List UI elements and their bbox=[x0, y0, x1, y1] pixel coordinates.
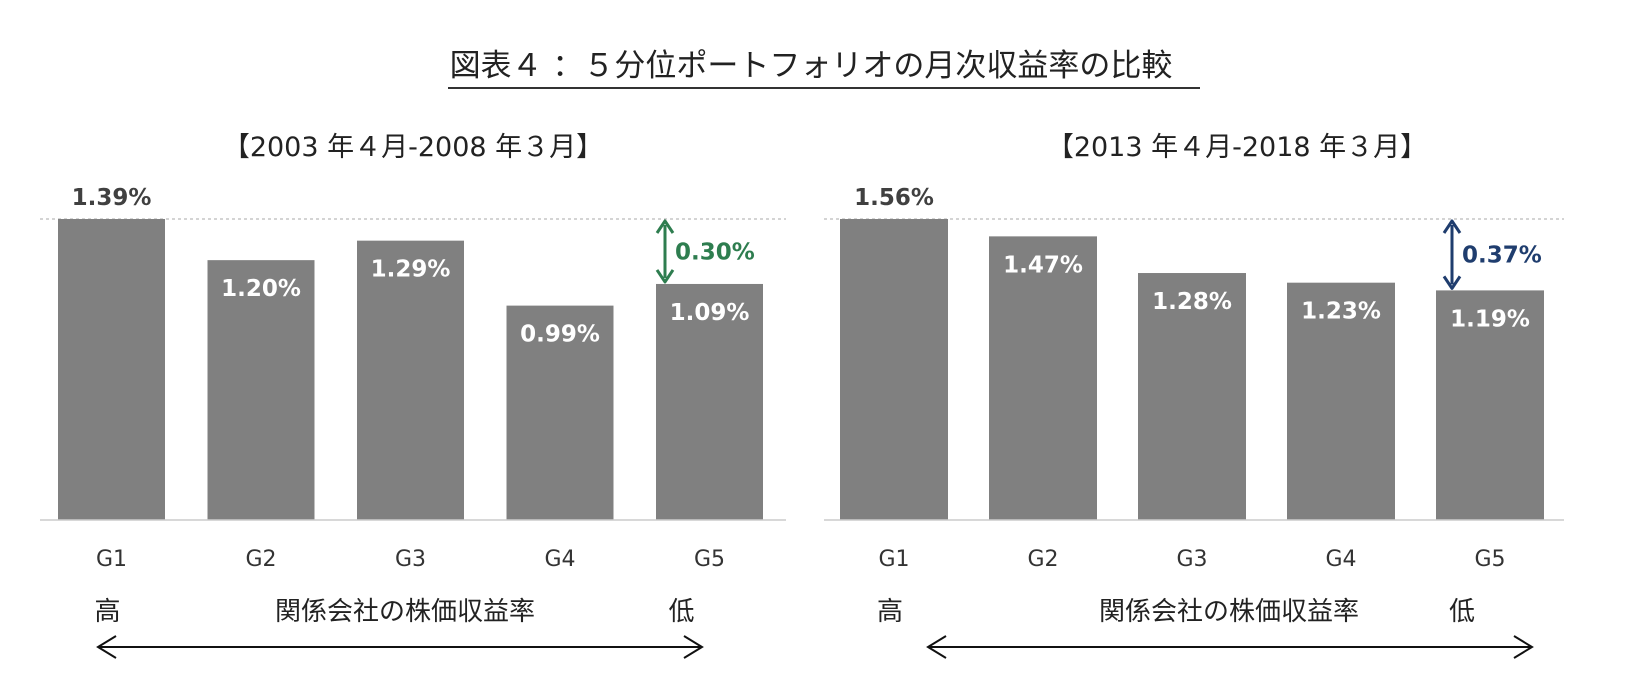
chart-2-category-label-G5: G5 bbox=[1474, 547, 1505, 572]
chart-1-bar-G3 bbox=[357, 240, 464, 521]
chart-1-direction-arrow-right-head bbox=[683, 635, 704, 659]
chart-2-title: 【2013 年４月-2018 年３月】 bbox=[1047, 132, 1427, 163]
chart-1-value-label-G1: 1.39% bbox=[72, 185, 152, 211]
chart-1-bar-G1 bbox=[58, 219, 165, 520]
chart-1-value-label-G4: 0.99% bbox=[520, 322, 600, 348]
chart-1-title: 【2003 年４月-2008 年３月】 bbox=[223, 132, 603, 163]
chart-1-value-label-G5: 1.09% bbox=[670, 300, 750, 326]
chart-1-high-label: 高 bbox=[94, 597, 120, 627]
chart-2-low-label: 低 bbox=[1449, 597, 1475, 627]
chart-1-category-label-G3: G3 bbox=[395, 547, 426, 572]
chart-1-bar-G2 bbox=[207, 260, 315, 520]
chart-1-category-label-G5: G5 bbox=[694, 547, 725, 572]
chart-1-bar-G4 bbox=[506, 305, 614, 520]
chart-1-axis-caption: 関係会社の株価収益率 bbox=[275, 597, 535, 627]
chart-1-category-label-G2: G2 bbox=[245, 547, 276, 572]
chart-2-bar-G3 bbox=[1138, 273, 1246, 520]
chart-2-bar-G2 bbox=[989, 236, 1097, 520]
chart-2-value-label-G3: 1.28% bbox=[1152, 289, 1232, 315]
chart-2-value-label-G4: 1.23% bbox=[1301, 299, 1381, 325]
figure-title: 図表４ ：５分位ポートフォリオの月次収益率の比較 bbox=[0, 46, 1648, 89]
chart-1-category-label-G1: G1 bbox=[96, 547, 127, 572]
chart-2-spread-arrow-head-down bbox=[1442, 275, 1462, 290]
chart-2-category-label-G2: G2 bbox=[1027, 547, 1058, 572]
chart-1-spread-label: 0.30% bbox=[675, 239, 755, 265]
chart-2-spread-label: 0.37% bbox=[1462, 243, 1542, 269]
chart-2-value-label-G5: 1.19% bbox=[1450, 306, 1530, 332]
chart-2-value-label-G2: 1.47% bbox=[1003, 252, 1083, 278]
chart-1-direction-arrow-left-head bbox=[96, 635, 117, 659]
chart-2-category-label-G4: G4 bbox=[1325, 547, 1356, 572]
chart-1-category-label-G4: G4 bbox=[544, 547, 575, 572]
chart-1-spread-arrow-head-up bbox=[655, 219, 675, 234]
chart-1-value-label-G2: 1.20% bbox=[221, 276, 301, 302]
chart-2-bar-G5 bbox=[1436, 290, 1544, 520]
chart-svg: 【2013 年４月-2018 年３月】 1.56% G1 1.47% G2 1.28% G3… bbox=[824, 132, 1564, 659]
chart-1-spread-arrow-head-down bbox=[655, 269, 675, 284]
chart-1-low-label: 低 bbox=[668, 597, 694, 627]
chart-2-bar-G1 bbox=[840, 219, 948, 520]
chart-2-category-label-G3: G3 bbox=[1176, 547, 1207, 572]
chart-2-direction-arrow-right-head bbox=[1513, 635, 1534, 659]
chart-2-axis-caption: 関係会社の株価収益率 bbox=[1099, 597, 1359, 627]
chart-2-bar-G4 bbox=[1287, 282, 1395, 520]
chart-2-high-label: 高 bbox=[877, 597, 903, 627]
chart-1-bar-G5 bbox=[656, 283, 763, 520]
chart-svg: 【2003 年４月-2008 年３月】 1.39% G1 1.20% G2 1.29% G3… bbox=[40, 132, 786, 659]
chart-2-direction-arrow-left-head bbox=[926, 635, 947, 659]
chart-1-value-label-G3: 1.29% bbox=[371, 257, 451, 283]
chart-panel-right: 【2013 年４月-2018 年３月】 1.56% G1 1.47% G2 1.28% G3… bbox=[824, 0, 1648, 690]
chart-2-value-label-G1: 1.56% bbox=[854, 185, 934, 211]
chart-2-spread-arrow-head-up bbox=[1442, 219, 1462, 234]
chart-panel-left: 【2003 年４月-2008 年３月】 1.39% G1 1.20% G2 1.29% G3… bbox=[40, 132, 786, 659]
figure-title-text: 図表４ ：５分位ポートフォリオの月次収益率の比較 bbox=[447, 46, 1201, 89]
chart-2-category-label-G1: G1 bbox=[878, 547, 909, 572]
